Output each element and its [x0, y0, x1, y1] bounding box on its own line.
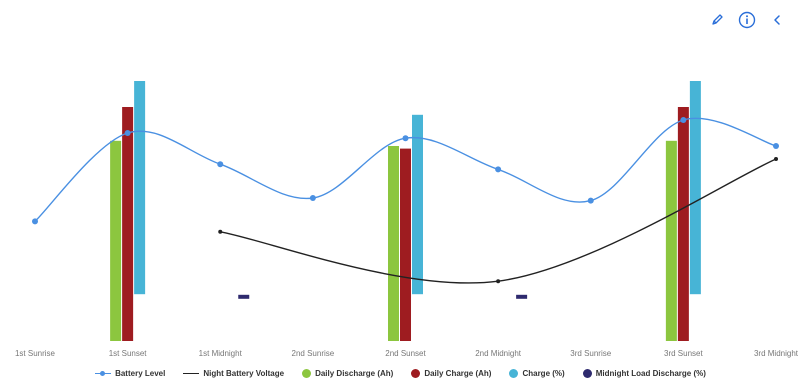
night-battery-voltage-point[interactable]	[218, 229, 223, 234]
legend-symbol	[509, 368, 519, 378]
midnight-load-discharge-marker[interactable]	[516, 294, 528, 299]
legend-item-daily-discharge-ah[interactable]: Daily Discharge (Ah)	[302, 368, 394, 378]
battery-level-point[interactable]	[402, 135, 409, 142]
night-battery-voltage-point[interactable]	[496, 279, 501, 284]
legend-symbol	[582, 368, 592, 378]
battery-level-point[interactable]	[773, 143, 779, 149]
x-tick-label: 2nd Sunrise	[292, 349, 335, 358]
x-tick-label: 2nd Sunset	[385, 349, 426, 358]
x-tick-label: 1st Sunrise	[15, 349, 56, 358]
legend-label: Charge (%)	[522, 368, 565, 378]
charge-bar[interactable]	[134, 81, 146, 295]
chart-toolbar	[707, 10, 787, 30]
info-circle-icon[interactable]	[737, 10, 757, 30]
daily-discharge-ah-bar[interactable]	[665, 140, 677, 341]
x-tick-label: 3rd Sunset	[664, 349, 703, 358]
charge-bar[interactable]	[412, 114, 423, 295]
chevron-left-icon[interactable]	[767, 10, 787, 30]
legend-item-battery-level[interactable]: Battery Level	[95, 369, 165, 378]
midnight-load-discharge-marker[interactable]	[238, 294, 250, 299]
daily-charge-ah-bar[interactable]	[400, 148, 411, 341]
charge-bar[interactable]	[689, 81, 701, 295]
daily-discharge-ah-bar[interactable]	[110, 140, 122, 341]
night-battery-voltage-point[interactable]	[774, 157, 778, 161]
battery-level-point[interactable]	[124, 130, 131, 136]
chart-legend: Battery Level Night Battery Voltage Daily …	[0, 365, 801, 381]
legend-item-midnight-load-discharge[interactable]: Midnight Load Discharge (%)	[582, 368, 706, 378]
daily-charge-ah-bar[interactable]	[122, 107, 134, 341]
legend-symbol	[95, 369, 112, 377]
pencil-icon[interactable]	[707, 10, 727, 30]
legend-item-daily-charge-ah[interactable]: Daily Charge (Ah)	[411, 368, 492, 378]
legend-item-charge[interactable]: Charge (%)	[509, 368, 565, 378]
x-tick-label: 3rd Sunrise	[570, 349, 611, 358]
x-tick-label: 3rd Midnight	[754, 349, 799, 358]
x-tick-label: 1st Sunset	[109, 349, 148, 358]
legend-symbol	[411, 368, 421, 378]
legend-item-night-battery-voltage[interactable]: Night Battery Voltage	[183, 369, 284, 378]
legend-symbol	[302, 368, 312, 378]
legend-label: Daily Discharge (Ah)	[315, 368, 394, 378]
battery-level-point[interactable]	[309, 195, 316, 201]
chart-plot: 1st Sunrise 1st Sunset 1st Midnight 2nd Sun…	[15, 81, 799, 358]
daily-charge-ah-bar[interactable]	[677, 107, 689, 341]
battery-level-point[interactable]	[587, 197, 594, 204]
x-tick-label: 2nd Midnight	[475, 349, 522, 358]
battery-level-point[interactable]	[217, 161, 224, 168]
legend-label: Night Battery Voltage	[203, 368, 285, 378]
battery-level-point[interactable]	[680, 117, 687, 123]
battery-level-point[interactable]	[495, 166, 502, 173]
battery-level-point[interactable]	[32, 218, 38, 225]
legend-symbol	[183, 369, 200, 377]
legend-label: Daily Charge (Ah)	[424, 368, 492, 378]
legend-label: Midnight Load Discharge (%)	[595, 368, 706, 378]
daily-discharge-ah-bar[interactable]	[388, 146, 399, 341]
x-tick-label: 1st Midnight	[199, 349, 243, 358]
legend-label: Battery Level	[115, 368, 166, 378]
